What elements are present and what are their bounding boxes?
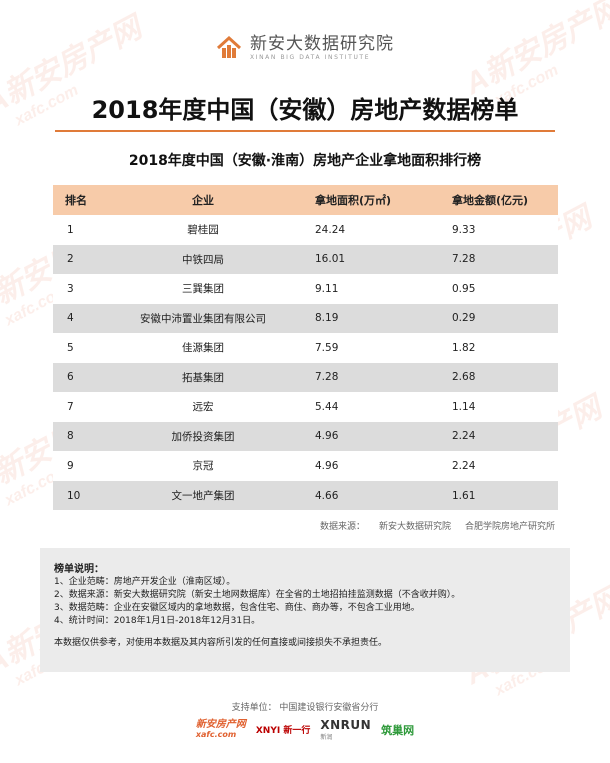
area-cell: 4.96	[293, 450, 428, 481]
title-divider	[55, 130, 555, 132]
area-cell: 24.24	[293, 214, 428, 245]
rank-cell: 9	[53, 450, 113, 481]
amount-cell: 9.33	[428, 214, 558, 245]
note-line: 2、数据来源：新安大数据研究院（新安土地网数据库）在全省的土地招拍挂监测数据（不…	[54, 590, 461, 600]
area-cell: 4.96	[293, 421, 428, 451]
company-cell: 拓基集团	[113, 362, 293, 392]
table-row: 5 佳源集团 7.59 1.82	[53, 332, 558, 363]
amount-cell: 1.14	[428, 391, 558, 422]
disclaimer: 本数据仅供参考，对使用本数据及其内容所引发的任何直接或间接损失不承担责任。	[54, 638, 388, 648]
notes-box: 榜单说明： 1、企业范畴：房地产开发企业（淮南区域）。 2、数据来源：新安大数据…	[40, 548, 570, 672]
brand-name-en: XINAN BIG DATA INSTITUTE	[250, 54, 371, 61]
rank-cell: 2	[53, 244, 113, 274]
rank-cell: 3	[53, 273, 113, 304]
table-row: 8 加侨投资集团 4.96 2.24	[53, 421, 558, 451]
rank-cell: 5	[53, 332, 113, 363]
area-cell: 9.11	[293, 273, 428, 304]
area-cell: 5.44	[293, 391, 428, 422]
table-row: 10 文一地产集团 4.66 1.61	[53, 480, 558, 510]
amount-cell: 0.29	[428, 303, 558, 333]
data-source: 数据来源： 新安大数据研究院 合肥学院房地产研究所	[0, 519, 555, 532]
table-row: 9 京冠 4.96 2.24	[53, 450, 558, 481]
company-cell: 碧桂园	[113, 214, 293, 245]
table-row: 1 碧桂园 24.24 9.33	[53, 214, 558, 245]
partner-logo-xinyihang: XNYI 新一行	[255, 726, 311, 736]
rank-cell: 6	[53, 362, 113, 392]
column-header-amount: 拿地金额(亿元)	[428, 185, 558, 215]
partner-logo-zhuchao: 筑巢网	[381, 723, 415, 737]
note-line: 1、企业范畴：房地产开发企业（淮南区域）。	[54, 577, 236, 587]
amount-cell: 1.61	[428, 480, 558, 510]
source-org: 新安大数据研究院	[378, 522, 451, 532]
amount-cell: 1.82	[428, 332, 558, 363]
partner-logo-xnrun: XNRUN 新润	[320, 718, 372, 741]
area-cell: 7.28	[293, 362, 428, 392]
table-row: 7 远宏 5.44 1.14	[53, 391, 558, 422]
company-cell: 加侨投资集团	[113, 421, 293, 451]
table-row: 4 安徽中沛置业集团有限公司 8.19 0.29	[53, 303, 558, 333]
brand-name: 新安大数据研究院	[250, 34, 394, 54]
ranking-title: 2018年度中国（安徽·淮南）房地产企业拿地面积排行榜	[128, 153, 482, 169]
rank-cell: 8	[53, 421, 113, 451]
notes-title: 榜单说明：	[54, 564, 104, 575]
note-line: 4、统计时间：2018年1月1日-2018年12月31日。	[54, 616, 261, 626]
amount-cell: 2.24	[428, 450, 558, 481]
house-logo-icon	[216, 36, 242, 58]
amount-cell: 7.28	[428, 244, 558, 274]
brand-text: 新安大数据研究院 XINAN BIG DATA INSTITUTE	[250, 34, 394, 62]
source-org: 合肥学院房地产研究所	[464, 522, 555, 532]
table-header-row: 排名 企业 拿地面积(万㎡) 拿地金额(亿元)	[53, 185, 558, 215]
ranking-table: 排名 企业 拿地面积(万㎡) 拿地金额(亿元) 1 碧桂园 24.24 9.33…	[53, 185, 558, 510]
area-cell: 4.66	[293, 480, 428, 510]
support-unit: 支持单位： 中国建设银行安徽省分行	[231, 703, 379, 713]
rank-cell: 7	[53, 391, 113, 422]
company-cell: 中铁四局	[113, 244, 293, 274]
partner-logo-xafc: 新安房产网 xafc.com	[195, 718, 246, 739]
area-cell: 8.19	[293, 303, 428, 333]
area-cell: 7.59	[293, 332, 428, 363]
table-row: 2 中铁四局 16.01 7.28	[53, 244, 558, 274]
rank-cell: 1	[53, 214, 113, 245]
column-header-rank: 排名	[53, 185, 113, 215]
brand-header: 新安大数据研究院 XINAN BIG DATA INSTITUTE	[0, 30, 610, 66]
amount-cell: 0.95	[428, 273, 558, 304]
note-line: 3、数据范畴：企业在安徽区域内的拿地数据，包含住宅、商住、商办等，不包含工业用地…	[54, 603, 420, 613]
company-cell: 文一地产集团	[113, 480, 293, 510]
amount-cell: 2.68	[428, 362, 558, 392]
company-cell: 京冠	[113, 450, 293, 481]
page-title: 2018年度中国（安徽）房地产数据榜单	[91, 96, 519, 124]
company-cell: 远宏	[113, 391, 293, 422]
rank-cell: 4	[53, 303, 113, 333]
amount-cell: 2.24	[428, 421, 558, 451]
company-cell: 佳源集团	[113, 332, 293, 363]
column-header-company: 企业	[113, 185, 293, 215]
table-row: 3 三巽集团 9.11 0.95	[53, 273, 558, 304]
column-header-area: 拿地面积(万㎡)	[293, 185, 428, 215]
company-cell: 三巽集团	[113, 273, 293, 304]
area-cell: 16.01	[293, 244, 428, 274]
rank-cell: 10	[53, 480, 113, 510]
table-row: 6 拓基集团 7.28 2.68	[53, 362, 558, 392]
company-cell: 安徽中沛置业集团有限公司	[113, 303, 293, 333]
partner-logos: 新安房产网 xafc.com XNYI 新一行 XNRUN 新润 筑巢网	[0, 718, 610, 741]
source-label: 数据来源：	[319, 522, 365, 532]
